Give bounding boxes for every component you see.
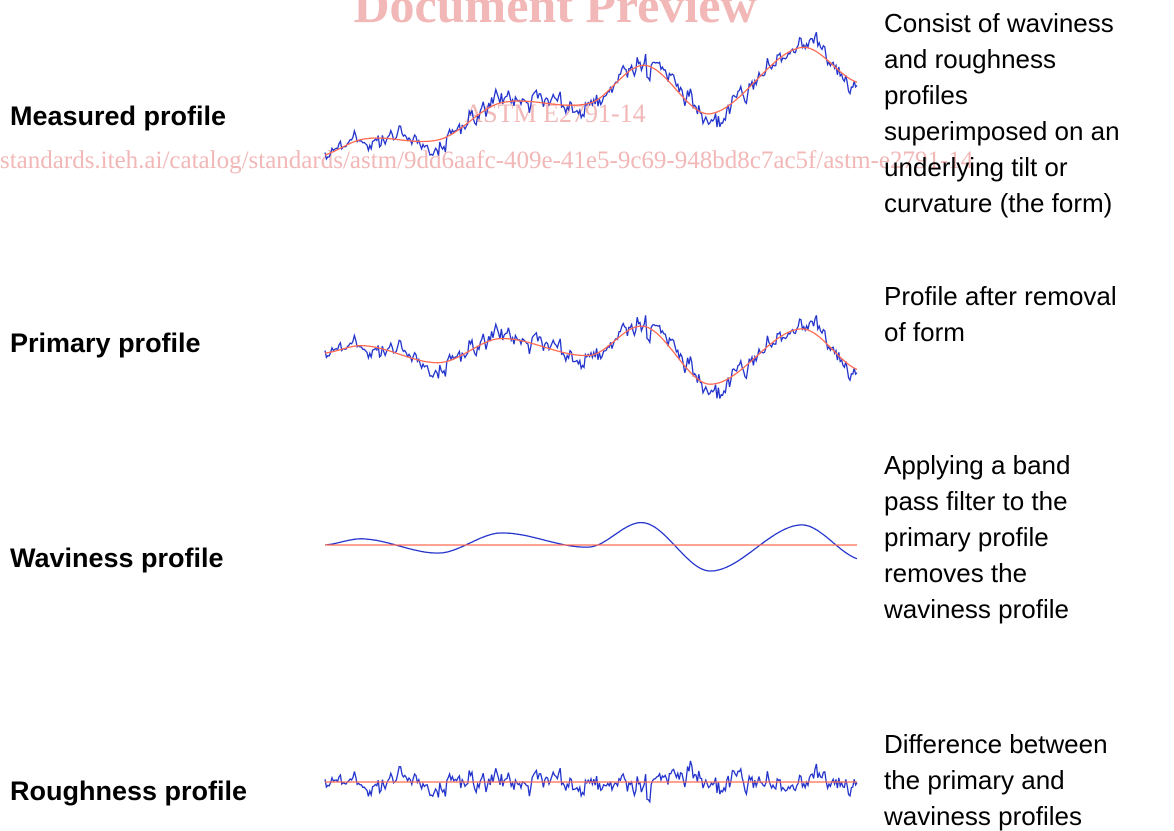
profile-description: waviness profiles — [883, 801, 1082, 831]
profile-line — [324, 31, 858, 161]
profile-description: and roughness — [884, 44, 1056, 74]
profile-description: profiles — [884, 80, 968, 110]
profile-line — [324, 521, 858, 572]
mean-line — [324, 46, 858, 156]
mean-line — [324, 325, 858, 385]
profile-description: pass filter to the — [884, 486, 1068, 516]
profile-label: Waviness profile — [10, 543, 224, 573]
watermark-url: standards.iteh.ai/catalog/standards/astm… — [0, 147, 974, 174]
profile-description: the primary and — [884, 765, 1065, 795]
profile-description: primary profile — [884, 522, 1049, 552]
profiles — [324, 31, 858, 804]
watermark-standard: ASTM E2791-14 — [464, 99, 645, 128]
profile-label: Primary profile — [10, 328, 201, 358]
profile-description: of form — [884, 317, 965, 347]
profile-line — [324, 315, 858, 399]
profile-description: curvature (the form) — [884, 188, 1112, 218]
profile-description: underlying tilt or — [884, 152, 1068, 182]
profile-description: Applying a band — [884, 450, 1070, 480]
watermark-title: Document Preview — [353, 0, 756, 33]
profile-description: Difference between — [884, 729, 1108, 759]
profile-label: Measured profile — [10, 101, 226, 131]
profile-description: Consist of waviness — [884, 8, 1114, 38]
profile-label: Roughness profile — [10, 776, 247, 806]
profile-line — [324, 760, 858, 804]
profile-description: superimposed on an — [884, 116, 1120, 146]
profile-description: Profile after removal — [884, 281, 1117, 311]
profile-description: waviness profile — [883, 594, 1069, 624]
labels: Measured profile Consist of waviness and r… — [10, 8, 1120, 831]
profile-description: removes the — [884, 558, 1027, 588]
